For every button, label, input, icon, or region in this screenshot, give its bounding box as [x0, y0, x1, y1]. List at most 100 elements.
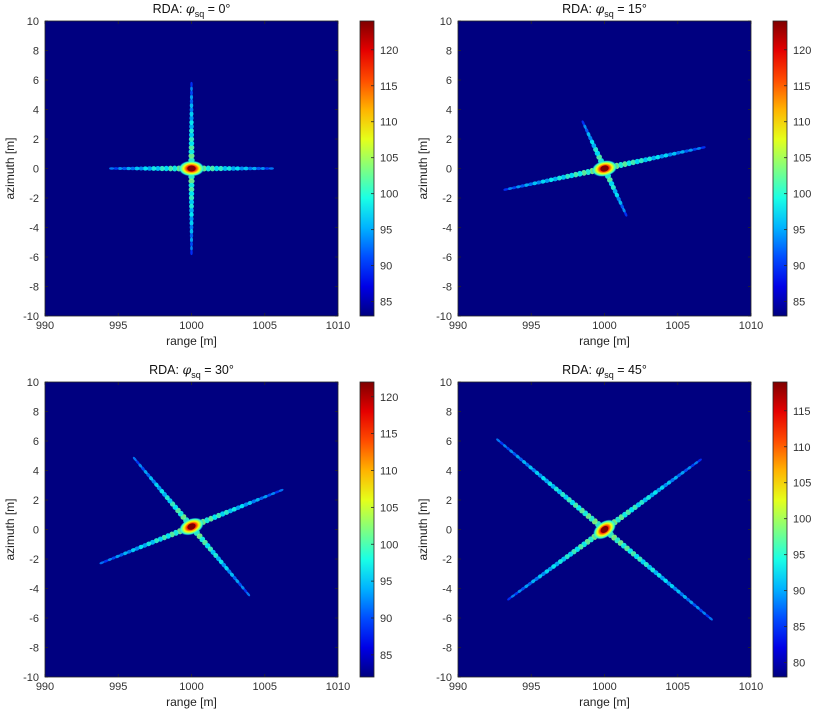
- y-tick-label: 8: [446, 46, 452, 58]
- range-arm-sidelobe: [676, 473, 682, 478]
- range-arm-sidelobe: [220, 511, 226, 517]
- range-arm-sidelobe: [517, 589, 522, 594]
- range-arm-sidelobe: [266, 493, 272, 497]
- range-arm-sidelobe: [530, 579, 536, 584]
- heatmap-chart-15: RDA: φsq = 15°990 995 1000 1005 10101086420-…: [416, 1, 811, 348]
- y-tick-label: -4: [442, 223, 452, 235]
- azimuth-arm-sidelobe: [189, 107, 194, 113]
- azimuth-arm-sidelobe: [143, 469, 148, 475]
- range-arm-sidelobe: [659, 154, 665, 159]
- title-prefix: RDA:: [562, 2, 595, 16]
- psf-response: [496, 438, 713, 621]
- colorbar-tick-label: 95: [793, 225, 805, 237]
- y-tick-label: 0: [446, 525, 452, 537]
- range-arm-sidelobe: [251, 499, 257, 504]
- azimuth-arm-sidelobe: [190, 86, 193, 92]
- range-arm-sidelobe: [630, 159, 636, 166]
- colorbar: [359, 20, 375, 317]
- azimuth-arm-sidelobe: [515, 454, 520, 459]
- x-tick-label: 1005: [253, 320, 277, 332]
- range-arm-sidelobe: [223, 509, 230, 515]
- azimuth-arm-sidelobe: [524, 462, 530, 467]
- y-tick-label: 8: [33, 407, 39, 419]
- range-arm-sidelobe: [697, 458, 702, 463]
- azimuth-arm-sidelobe: [622, 207, 626, 213]
- range-arm-sidelobe: [663, 153, 669, 158]
- x-tick-label: 995: [522, 320, 540, 332]
- range-arm-sidelobe: [564, 173, 571, 179]
- azimuth-arm-sidelobe: [188, 153, 195, 159]
- x-axis-label: range [m]: [579, 334, 630, 348]
- range-arm-sidelobe: [107, 557, 113, 562]
- colorbar-tick-label: 85: [380, 650, 392, 662]
- azimuth-arm-sidelobe: [190, 241, 193, 247]
- range-arm-sidelobe: [157, 536, 163, 542]
- azimuth-arm-sidelobe: [232, 575, 237, 581]
- range-arm-sidelobe: [626, 160, 632, 167]
- title-symbol: φ: [595, 362, 604, 377]
- y-tick-label: 6: [33, 436, 39, 448]
- heatmap-panel-45: RDA: φsq = 45° 990 995 1000 1005 1010 10 8 6 4 2 0-…: [413, 361, 826, 722]
- azimuth-arm-sidelobe: [189, 228, 194, 235]
- azimuth-arm-sidelobe: [583, 124, 587, 130]
- azimuth-arm-sidelobe: [190, 81, 193, 88]
- x-tick-label: 1005: [666, 320, 690, 332]
- y-tick-label: 2: [33, 134, 39, 146]
- colorbar-tick-label: 110: [793, 117, 811, 129]
- colorbar-tick-label: 85: [793, 297, 805, 309]
- range-arm-sidelobe: [209, 165, 216, 172]
- x-tick-label: 1010: [326, 681, 350, 693]
- range-arm-sidelobe: [205, 165, 211, 172]
- colorbar-tick-label: 110: [380, 117, 398, 129]
- colorbar-tick-label: 80: [793, 658, 805, 670]
- range-arm-sidelobe: [666, 480, 672, 485]
- range-arm-sidelobe: [118, 553, 124, 557]
- azimuth-arm-sidelobe: [189, 233, 194, 239]
- azimuth-arm-sidelobe: [188, 182, 195, 188]
- azimuth-arm-sidelobe: [189, 128, 194, 134]
- y-tick-label: 0: [446, 164, 452, 176]
- y-tick-label: 6: [33, 75, 39, 87]
- range-arm-sidelobe: [527, 182, 534, 187]
- colorbar-tick-label: 100: [793, 189, 811, 201]
- colorbar-tick-label: 100: [380, 189, 398, 201]
- range-arm-sidelobe: [113, 167, 119, 170]
- range-arm-sidelobe: [103, 559, 109, 563]
- range-arm-sidelobe: [515, 185, 521, 189]
- range-arm-sidelobe: [524, 584, 529, 589]
- range-arm-sidelobe: [255, 497, 261, 502]
- heatmap-panel-30: RDA: φsq = 30° 990 995 1000 1005 1010 10 8 6 4 2 0-…: [0, 361, 413, 722]
- colorbar-tick-label: 95: [380, 225, 392, 237]
- colorbar-tick-label: 105: [380, 153, 398, 165]
- colorbar-tick-label: 120: [380, 392, 398, 404]
- y-tick-label: -8: [442, 282, 452, 294]
- colorbar-tick-label: 105: [793, 478, 811, 490]
- range-arm-sidelobe: [690, 463, 696, 468]
- chart-title: RDA: φsq = 45°: [562, 362, 647, 380]
- colorbar: [772, 381, 788, 678]
- chart-title: RDA: φsq = 0°: [153, 1, 231, 19]
- x-tick-label: 1010: [326, 320, 350, 332]
- azimuth-arm-sidelobe: [588, 135, 593, 141]
- x-tick-label: 1005: [666, 681, 690, 693]
- y-tick-label: 0: [33, 525, 39, 537]
- azimuth-arm-sidelobe: [229, 572, 235, 578]
- range-arm-sidelobe: [130, 166, 136, 171]
- range-arm-sidelobe: [172, 165, 178, 172]
- y-axis-label: azimuth [m]: [416, 137, 430, 199]
- y-tick-label: -2: [29, 554, 39, 566]
- azimuth-arm-sidelobe: [624, 211, 628, 217]
- heatmap-chart-30: RDA: φsq = 30°990 995 1000 1005 10101086420-…: [3, 362, 398, 709]
- heatmap-panel-15: RDA: φsq = 15° 990 995 1000 1005 1010 10 8 6 4 2 0-…: [413, 0, 826, 361]
- range-arm-sidelobe: [544, 178, 550, 183]
- range-arm-sidelobe: [126, 549, 132, 554]
- azimuth-arm-sidelobe: [618, 200, 623, 206]
- range-arm-sidelobe: [243, 502, 249, 507]
- colorbar-tick-label: 105: [793, 153, 811, 165]
- psf-response: [99, 456, 284, 597]
- azimuth-arm-sidelobe: [620, 204, 625, 210]
- title-prefix: RDA:: [149, 363, 182, 377]
- y-tick-label: -6: [442, 252, 452, 264]
- range-arm-sidelobe: [138, 544, 144, 550]
- azimuth-arm-sidelobe: [528, 465, 533, 470]
